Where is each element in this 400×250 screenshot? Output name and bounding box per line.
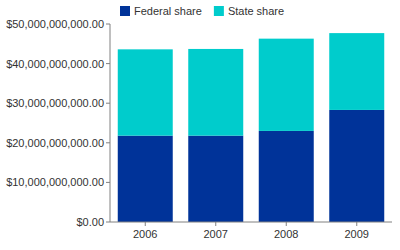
y-tick <box>106 24 110 25</box>
y-tick-label: $50,000,000,000.00 <box>6 18 104 30</box>
bar <box>188 49 243 136</box>
x-tick <box>356 222 357 226</box>
y-tick-label: $20,000,000,000.00 <box>6 137 104 149</box>
x-tick-label: 2008 <box>274 228 298 240</box>
y-tick <box>106 63 110 64</box>
y-axis <box>110 24 111 222</box>
legend-label: State share <box>228 5 284 17</box>
x-tick <box>145 222 146 226</box>
x-tick <box>215 222 216 226</box>
x-tick-label: 2006 <box>133 228 157 240</box>
y-tick-label: $10,000,000,000.00 <box>6 176 104 188</box>
bar <box>329 33 384 110</box>
y-tick <box>106 182 110 183</box>
legend-label: Federal share <box>134 5 202 17</box>
y-tick <box>106 142 110 143</box>
legend-swatch <box>214 6 224 16</box>
chart: $0.00 $10,000,000,000.00 $20,000,000,000.0… <box>0 0 400 250</box>
y-tick-label: $0.00 <box>76 216 104 228</box>
x-axis <box>110 222 392 223</box>
x-tick <box>286 222 287 226</box>
bar <box>329 110 384 222</box>
x-tick-label: 2007 <box>204 228 228 240</box>
bar <box>259 39 314 131</box>
y-tick <box>106 222 110 223</box>
y-tick-label: $40,000,000,000.00 <box>6 58 104 70</box>
bar <box>188 136 243 222</box>
bar <box>118 136 173 222</box>
legend-swatch <box>120 6 130 16</box>
bars <box>118 33 384 222</box>
y-tick <box>106 103 110 104</box>
legend: Federal share State share <box>120 5 284 17</box>
y-tick-label: $30,000,000,000.00 <box>6 97 104 109</box>
bar <box>259 131 314 222</box>
x-tick-label: 2009 <box>345 228 369 240</box>
bar <box>118 49 173 135</box>
